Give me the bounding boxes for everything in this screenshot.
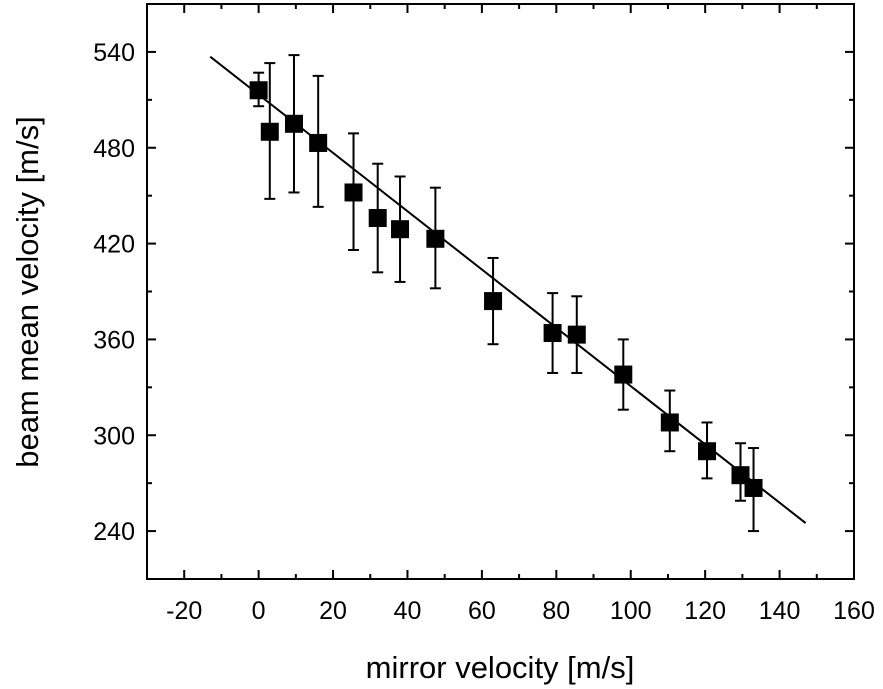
data-point	[484, 292, 503, 311]
data-point	[698, 442, 717, 461]
y-tick-label: 480	[93, 135, 135, 163]
data-point	[284, 114, 303, 133]
data-point	[309, 133, 328, 152]
data-point	[744, 478, 763, 497]
data-point	[249, 81, 268, 100]
data-point	[368, 209, 387, 228]
data-point	[344, 183, 363, 202]
data-points	[249, 54, 763, 533]
y-tick-label: 360	[93, 326, 135, 354]
data-point	[567, 325, 586, 344]
data-point	[543, 324, 562, 343]
x-tick-label: -20	[166, 597, 202, 625]
x-tick-label: 80	[542, 597, 570, 625]
x-tick-label: 40	[394, 597, 422, 625]
x-tick-label: 100	[610, 597, 652, 625]
x-tick-label: 0	[252, 597, 266, 625]
y-tick-label: 300	[93, 422, 135, 450]
axis-ticks	[146, 3, 855, 580]
data-point	[391, 220, 410, 239]
x-tick-label: 160	[833, 597, 875, 625]
data-point	[614, 365, 633, 384]
data-point	[660, 413, 679, 432]
x-tick-label: 20	[319, 597, 347, 625]
x-tick-label: 140	[759, 597, 801, 625]
y-axis-label: beam mean velocity [m/s]	[10, 116, 45, 467]
x-tick-label: 120	[684, 597, 726, 625]
y-tick-label: 540	[93, 39, 135, 67]
data-point	[426, 229, 445, 248]
x-tick-label: 60	[468, 597, 496, 625]
y-tick-label: 240	[93, 518, 135, 546]
x-axis-label: mirror velocity [m/s]	[366, 650, 635, 685]
data-point	[260, 122, 279, 141]
tick-labels: -20 0 20 40 60 80 100 120 140 160 240 300 360 420 480 5…	[93, 39, 875, 625]
y-tick-label: 420	[93, 231, 135, 259]
